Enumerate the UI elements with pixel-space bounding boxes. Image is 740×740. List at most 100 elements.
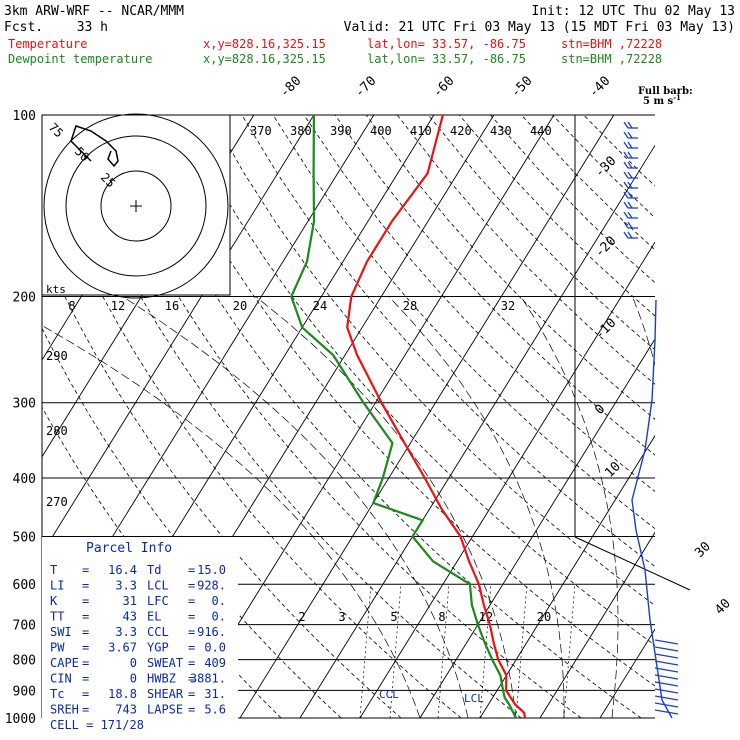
parcel-row-label: T	[50, 563, 57, 577]
isotherm-line	[359, 241, 655, 718]
isotherm-line	[299, 144, 655, 718]
isotherm-label: -10	[592, 316, 619, 343]
wind-barb-flag	[627, 161, 633, 169]
mixing-ratio-line	[479, 584, 492, 718]
isotherm-label: 30	[692, 539, 714, 561]
parcel-row-label: CAPE	[50, 656, 79, 670]
pressure-tick-label: 500	[13, 530, 36, 545]
valid-time: Valid: 21 UTC Fri 03 May 13 (15 MDT Fri …	[344, 20, 735, 35]
moist-adiabat	[520, 296, 619, 718]
mixing-ratio-label: 2	[298, 610, 305, 624]
theta-side-label: 270	[46, 495, 68, 509]
parcel-row-label: SWI	[50, 625, 72, 639]
parcel-row-value2: 0.	[212, 610, 226, 624]
dry-adiabat	[179, 115, 655, 646]
theta-label: 410	[410, 124, 432, 138]
right-axis-skew	[574, 536, 691, 591]
lcl-marker: LCL	[464, 692, 484, 705]
dry-adiabat	[396, 115, 655, 385]
parcel-row-label2: HWBZ	[147, 672, 176, 686]
legend-dewpoint-latlon: lat,lon= 33.57, -86.75	[367, 52, 526, 66]
wind-barb-flag	[627, 131, 633, 139]
parcel-row-value: 0	[130, 656, 137, 670]
wind-barb-flag	[627, 121, 633, 129]
dry-adiabat	[42, 162, 462, 718]
mixing-ratio-label: 3	[338, 610, 345, 624]
parcel-row-eq: =	[82, 579, 89, 593]
isotherm-label: -30	[592, 154, 619, 181]
parcel-row-label: LI	[50, 579, 64, 593]
isotherm-line	[720, 115, 740, 718]
isotherm-line	[239, 115, 615, 718]
wind-barb-low	[654, 667, 679, 673]
wind-barb-low	[654, 653, 679, 659]
legend-temperature-latlon: lat,lon= 33.57, -86.75	[367, 37, 526, 51]
wind-barb-flag	[627, 141, 633, 149]
wind-barb-low	[654, 639, 679, 645]
wind-barb-low	[654, 660, 679, 666]
parcel-row-eq: =	[82, 610, 89, 624]
parcel-row-value2: 5.6	[204, 703, 226, 717]
wind-barb-flag	[627, 201, 633, 209]
fcst-value: 33 h	[77, 20, 108, 35]
pressure-tick-label: 800	[13, 654, 36, 669]
isotherm-line	[479, 434, 655, 718]
hodograph-ring	[65, 135, 207, 277]
parcel-row-label: CIN	[50, 672, 72, 686]
parcel-row-value: 3.3	[115, 625, 137, 639]
parcel-row-label2: CCL	[147, 625, 169, 639]
wind-staff	[631, 299, 673, 719]
isotherm-label: -50	[508, 74, 535, 101]
wind-barb-flag	[623, 191, 629, 199]
hodograph-ring	[100, 170, 172, 242]
parcel-row-label: SREH	[50, 703, 79, 717]
wind-barb-low	[654, 681, 679, 687]
wind-barb-flag	[623, 221, 629, 229]
dry-adiabat	[365, 115, 655, 420]
parcel-row-eq: =	[82, 687, 89, 701]
wind-barb-flag	[623, 151, 629, 159]
background-lines	[42, 115, 740, 718]
wind-barb-flag	[623, 201, 629, 209]
init-time: Init: 12 UTC Thu 02 May 13	[532, 4, 736, 19]
wind-barb-flag	[623, 181, 629, 189]
legend-dewpoint-stn: stn=BHM ,72228	[561, 52, 662, 66]
legend-temperature-xy: x,y=828.16,325.15	[203, 37, 326, 51]
pressure-tick-label: 600	[13, 578, 36, 593]
parcel-row-value: 43	[123, 610, 137, 624]
model-title: 3km ARW-WRF -- NCAR/MMM	[4, 4, 184, 19]
parcel-row-eq: =	[82, 563, 89, 577]
parcel-row-label2: SHEAR	[147, 687, 184, 701]
isotherm-line	[179, 115, 555, 718]
parcel-row-value: 16.4	[108, 563, 137, 577]
dry-adiabat	[458, 115, 655, 317]
theta-side-label: 290	[46, 349, 68, 363]
isotherm-line	[539, 531, 655, 718]
speed-label: 28	[403, 299, 417, 313]
parcel-row-eq2: =	[188, 579, 195, 593]
pressure-tick-label: 300	[13, 397, 36, 412]
theta-label: 390	[330, 124, 352, 138]
parcel-row-value2: 0.	[212, 594, 226, 608]
parcel-row-eq2: =	[188, 594, 195, 608]
parcel-row-value: 0	[130, 672, 137, 686]
mixing-ratio-line	[563, 584, 576, 718]
parcel-row-label2: LFC	[147, 594, 169, 608]
hodograph-trace	[70, 125, 119, 168]
parcel-row-value2: 31.	[204, 687, 226, 701]
parcel-row-label: Tc	[50, 687, 64, 701]
parcel-row-label: PW	[50, 641, 65, 655]
dry-adiabat	[117, 115, 642, 718]
moist-adiabat	[388, 296, 565, 718]
parcel-row-value2: 928.	[197, 579, 226, 593]
mixing-ratio-line	[359, 584, 372, 718]
parcel-row-value2: 3881.	[190, 672, 226, 686]
isotherm-line	[42, 115, 315, 555]
isotherm-label: 40	[712, 596, 734, 618]
legend-dewpoint: Dewpoint temperature	[8, 52, 153, 66]
wind-barb-low	[654, 646, 679, 652]
parcel-row-label2: EL	[147, 610, 161, 624]
parcel-row-eq2: =	[188, 687, 195, 701]
wind-barb-flag	[623, 171, 629, 179]
